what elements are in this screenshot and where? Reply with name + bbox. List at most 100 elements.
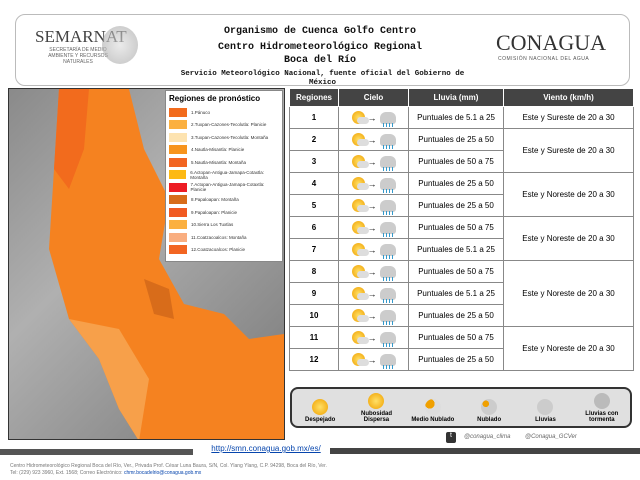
- region-legend-item: 3.Tuxpan-Cazones-Tecolutla: Montaña: [169, 131, 279, 144]
- weather-icon: [368, 393, 385, 409]
- table-row: 11 → Puntuales de 50 a 75 Este y Noreste de…: [289, 326, 634, 371]
- table-row: 7 → Puntuales de 5.1 a 25: [289, 238, 634, 261]
- sun-cloud-icon: [351, 353, 369, 366]
- region-legend-item: 6.Actopan-Antigua-Jamapa-Cotaxtla: Monta…: [169, 169, 279, 182]
- footer-address: Centro Hidrometeorológico Regional Boca …: [10, 463, 327, 469]
- regions-legend: Regiones de pronóstico 1.Pánuco 2.Tuxpan-…: [165, 90, 283, 262]
- sun-cloud-icon: [351, 177, 369, 190]
- smn-link[interactable]: http://smn.conagua.gob.mx/es/: [211, 444, 321, 453]
- twitter-handle-gcver[interactable]: @Conagua_GCVer: [525, 434, 577, 440]
- wind-cell: Este y Noreste de 20 a 30: [503, 326, 634, 371]
- rain-cloud-icon: [379, 221, 396, 237]
- rain-cloud-icon: [379, 111, 396, 127]
- sky-legend: Despejado Nubosidad Dispersa Medio Nublado…: [290, 387, 632, 428]
- table-row: 5 → Puntuales de 25 a 50: [289, 194, 634, 217]
- region-number: 12: [289, 348, 339, 371]
- wind-cell: Este y Sureste de 20 a 30: [503, 128, 634, 173]
- region-color-swatch: [169, 145, 187, 155]
- rain-cell: Puntuales de 25 a 50: [408, 348, 504, 371]
- region-legend-item: 5.Nautla-Misantla: Montaña: [169, 156, 279, 169]
- rain-cloud-icon: [379, 309, 396, 325]
- sun-cloud-icon: [351, 221, 369, 234]
- arrow-right-icon: →: [367, 266, 377, 277]
- sky-legend-label: Despejado: [304, 417, 336, 423]
- sky-legend-label: Medio Nublado: [411, 417, 455, 423]
- region-legend-label: 8.Papaloapan: Montaña: [191, 197, 239, 203]
- arrow-right-icon: →: [367, 310, 377, 321]
- sun-cloud-icon: [351, 133, 369, 146]
- col-viento: Viento (km/h): [503, 88, 634, 107]
- twitter-icon[interactable]: t: [446, 432, 456, 443]
- region-color-swatch: [169, 195, 187, 205]
- sky-legend-label: Lluvias con tormenta: [585, 411, 619, 423]
- arrow-right-icon: →: [367, 244, 377, 255]
- table-row: 2 → Puntuales de 25 a 50 Este y Sureste de …: [289, 128, 634, 173]
- weather-icon: [424, 399, 441, 415]
- region-legend-label: 11.Coatzacoalcos: Montaña: [191, 234, 247, 240]
- org-title: Organismo de Cuenca Golfo Centro: [223, 26, 417, 37]
- region-legend-label: 2.Tuxpan-Cazones-Tecolutla: Planicie: [191, 122, 267, 128]
- arrow-right-icon: →: [367, 200, 377, 211]
- sky-cell: →: [338, 260, 409, 283]
- smn-subtitle: Servicio Meteorológico Nacional, fuente …: [180, 70, 465, 87]
- arrow-right-icon: →: [367, 156, 377, 167]
- region-color-swatch: [169, 232, 187, 242]
- sun-cloud-icon: [351, 331, 369, 344]
- rain-cell: Puntuales de 5.1 a 25: [408, 106, 504, 129]
- weather-icon: [481, 399, 498, 415]
- sun-cloud-icon: [351, 309, 369, 322]
- wind-cell: Este y Noreste de 20 a 30: [503, 172, 634, 217]
- region-color-swatch: [169, 170, 187, 180]
- twitter-handle-clima[interactable]: @conagua_clima: [464, 434, 511, 440]
- arrow-right-icon: →: [367, 332, 377, 343]
- region-legend-label: 10.Sierra Los Tuxtlas: [191, 222, 234, 228]
- rain-cell: Puntuales de 25 a 50: [408, 172, 504, 195]
- table-row: 10 → Puntuales de 25 a 50: [289, 304, 634, 327]
- rain-cloud-icon: [379, 287, 396, 303]
- sky-cell: →: [338, 326, 409, 349]
- sky-legend-label: Nublado: [477, 417, 502, 423]
- forecast-table: Regiones Cielo Lluvia (mm) Viento (km/h)…: [289, 88, 634, 371]
- rain-cloud-icon: [379, 199, 396, 215]
- region-legend-label: 4.Nautla-Misantla: Planicie: [191, 147, 245, 153]
- sky-legend-label: Lluvias: [535, 417, 556, 423]
- rain-cloud-icon: [379, 331, 396, 347]
- rain-cloud-icon: [379, 353, 396, 369]
- divider-right: [330, 448, 640, 454]
- region-number: 4: [289, 172, 339, 195]
- sun-cloud-icon: [351, 155, 369, 168]
- region-number: 8: [289, 260, 339, 283]
- region-number: 3: [289, 150, 339, 173]
- sky-cell: →: [338, 304, 409, 327]
- regions-legend-title: Regiones de pronóstico: [169, 94, 261, 103]
- rain-cell: Puntuales de 25 a 50: [408, 194, 504, 217]
- place-title: Boca del Río: [283, 55, 356, 66]
- table-row: 12 → Puntuales de 25 a 50: [289, 348, 634, 371]
- region-legend-label: 3.Tuxpan-Cazones-Tecolutla: Montaña: [191, 134, 269, 140]
- wind-cell: Este y Noreste de 20 a 30: [503, 216, 634, 261]
- sun-cloud-icon: [351, 265, 369, 278]
- region-number: 1: [289, 106, 339, 129]
- weather-icon: [537, 399, 554, 415]
- arrow-right-icon: →: [367, 354, 377, 365]
- table-row: 1 → Puntuales de 5.1 a 25 Este y Sureste de…: [289, 106, 634, 129]
- sky-cell: →: [338, 172, 409, 195]
- rain-cell: Puntuales de 50 a 75: [408, 260, 504, 283]
- rain-cell: Puntuales de 50 a 75: [408, 150, 504, 173]
- table-row: 3 → Puntuales de 50 a 75: [289, 150, 634, 173]
- region-legend-item: 9.Papaloapan: Planicie: [169, 206, 279, 219]
- footer-phone: Tel: (229) 923 3960, Ext. 1568; Correo E…: [10, 470, 123, 476]
- sky-cell: →: [338, 194, 409, 217]
- sky-cell: →: [338, 150, 409, 173]
- region-number: 11: [289, 326, 339, 349]
- region-number: 10: [289, 304, 339, 327]
- region-legend-item: 11.Coatzacoalcos: Montaña: [169, 231, 279, 244]
- wind-cell: Este y Sureste de 20 a 30: [503, 106, 634, 129]
- sky-legend-item: Lluvias con tormenta: [576, 393, 628, 423]
- footer-email-link[interactable]: chmr.bocadelrio@conagua.gob.mx: [123, 470, 202, 476]
- sky-legend-label: Nubosidad Dispersa: [360, 411, 392, 423]
- region-color-swatch: [169, 207, 187, 217]
- region-number: 9: [289, 282, 339, 305]
- region-legend-label: 1.Pánuco: [191, 109, 211, 115]
- region-color-swatch: [169, 157, 187, 167]
